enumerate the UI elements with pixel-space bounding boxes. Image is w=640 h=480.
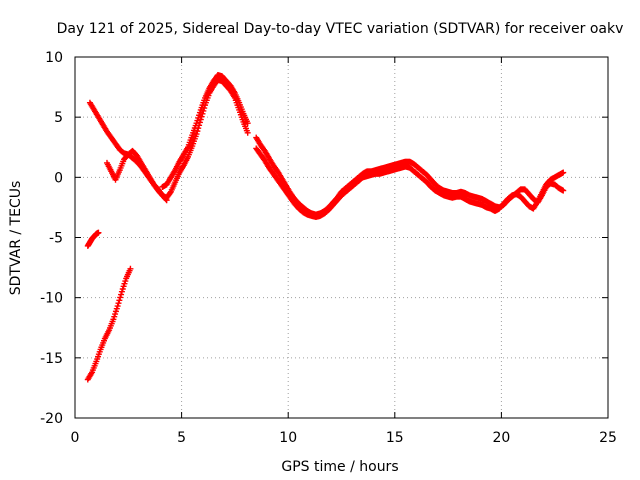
data-point [95,229,102,236]
data-point [244,129,251,136]
series-early-low-1 [84,229,102,249]
y-tick-label: -15 [40,351,63,367]
data-point [560,187,567,194]
data-point-interp [118,291,125,298]
data-points [84,72,567,383]
x-tick-label: 25 [599,430,617,446]
series-main-3 [159,72,251,190]
y-tick-label: 5 [54,110,63,126]
y-tick-label: -10 [40,291,63,307]
data-point [560,169,567,176]
series-early-low-2 [84,265,134,383]
x-tick-label: 0 [71,430,80,446]
data-point-interp [117,294,124,301]
data-point [244,120,251,127]
data-point-interp [115,300,122,307]
axes: 0 5 10 15 20 25 -20 -15 -10 -5 0 5 10 [40,50,617,446]
chart-title: Day 121 of 2025, Sidereal Day-to-day VTE… [57,21,624,37]
series-main-2 [103,76,251,201]
series-main-4 [253,134,567,218]
data-point [127,265,134,272]
x-axis-label: GPS time / hours [281,459,398,475]
x-tick-label: 10 [279,430,297,446]
y-tick-label: -20 [40,411,63,427]
data-point [114,303,121,310]
x-tick-label: 15 [386,430,404,446]
x-tick-label: 5 [177,430,186,446]
data-point [193,131,200,138]
grid-lines [75,57,608,418]
plot-border [74,56,609,419]
y-tick-label: -5 [49,231,63,247]
data-point-interp [116,297,123,304]
y-axis-label: SDTVAR / TECUs [8,181,24,296]
y-tick-label: 0 [54,170,63,186]
data-point-interp [194,128,201,135]
data-point-interp [167,189,174,196]
series-main-5 [253,145,567,221]
y-tick-label: 10 [45,50,63,66]
x-tick-label: 20 [492,430,510,446]
